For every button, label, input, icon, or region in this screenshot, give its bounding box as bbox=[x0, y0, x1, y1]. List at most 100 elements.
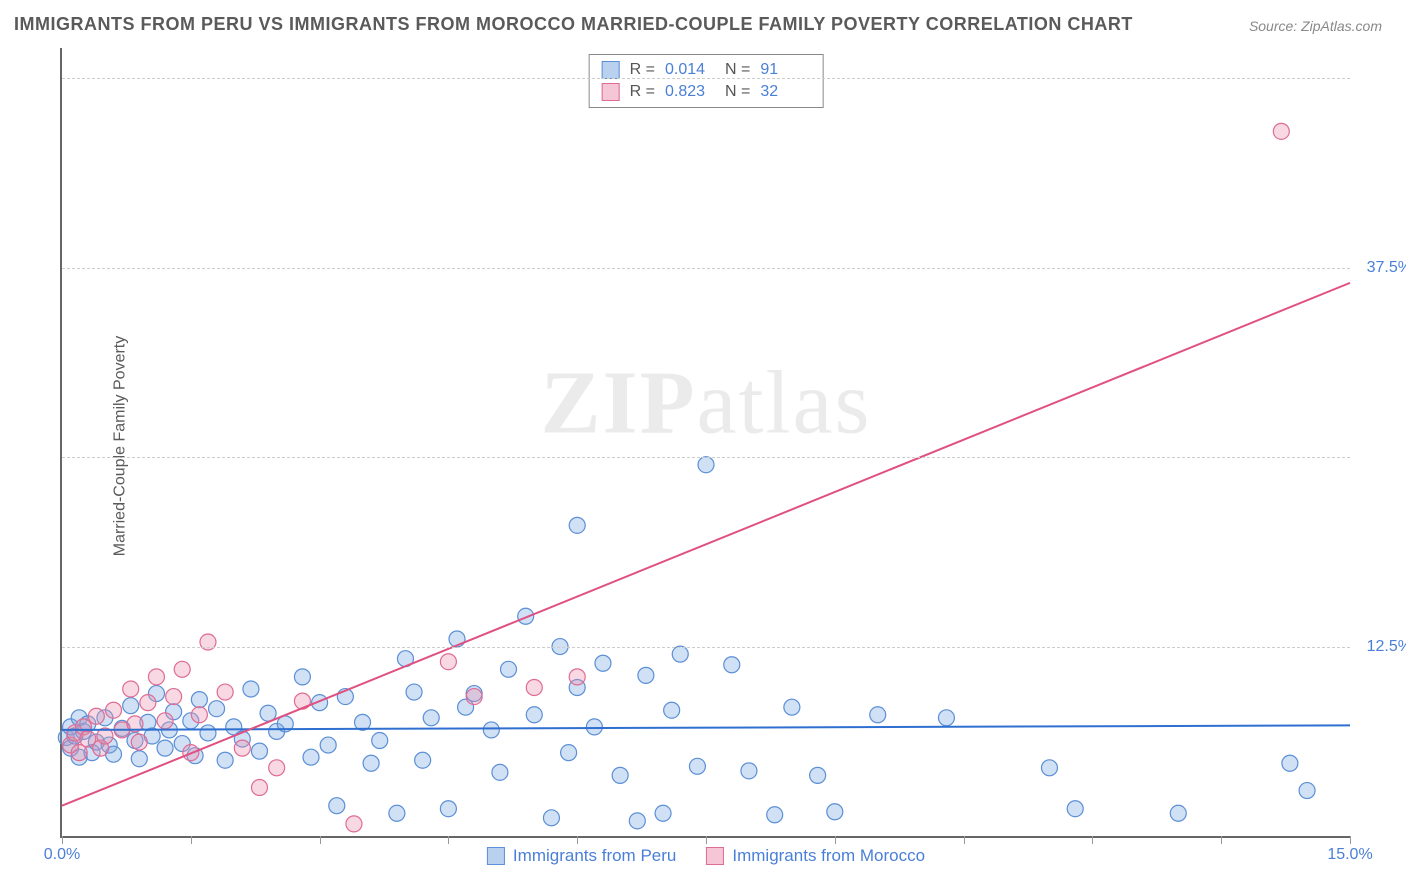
data-point bbox=[569, 669, 585, 685]
x-tick bbox=[706, 836, 707, 844]
data-point bbox=[1282, 755, 1298, 771]
data-point bbox=[724, 657, 740, 673]
data-point bbox=[1041, 760, 1057, 776]
data-point bbox=[492, 764, 508, 780]
y-tick-label: 12.5% bbox=[1367, 638, 1406, 656]
n-label: N = bbox=[725, 83, 750, 101]
data-point bbox=[526, 707, 542, 723]
data-point bbox=[1299, 783, 1315, 799]
gridline-h bbox=[62, 647, 1350, 648]
data-point bbox=[784, 699, 800, 715]
data-point bbox=[209, 701, 225, 717]
data-point bbox=[810, 767, 826, 783]
data-point bbox=[191, 707, 207, 723]
data-point bbox=[191, 692, 207, 708]
data-point bbox=[389, 805, 405, 821]
data-point bbox=[140, 695, 156, 711]
data-point bbox=[466, 689, 482, 705]
data-point bbox=[363, 755, 379, 771]
data-point bbox=[106, 702, 122, 718]
data-point bbox=[131, 751, 147, 767]
r-label: R = bbox=[630, 83, 655, 101]
data-point bbox=[629, 813, 645, 829]
gridline-h bbox=[62, 268, 1350, 269]
data-point bbox=[423, 710, 439, 726]
data-point bbox=[320, 737, 336, 753]
x-tick bbox=[62, 836, 63, 844]
data-point bbox=[543, 810, 559, 826]
legend-label-morocco: Immigrants from Morocco bbox=[732, 846, 925, 866]
swatch-morocco bbox=[602, 83, 620, 101]
data-point bbox=[174, 661, 190, 677]
data-point bbox=[294, 669, 310, 685]
data-point bbox=[243, 681, 259, 697]
data-point bbox=[698, 457, 714, 473]
data-point bbox=[157, 740, 173, 756]
stats-legend: R = 0.014 N = 91 R = 0.823 N = 32 bbox=[589, 54, 824, 108]
data-point bbox=[638, 667, 654, 683]
data-point bbox=[938, 710, 954, 726]
x-tick bbox=[577, 836, 578, 844]
data-point bbox=[569, 517, 585, 533]
swatch-peru bbox=[602, 61, 620, 79]
data-point bbox=[526, 679, 542, 695]
n-value-morocco: 32 bbox=[760, 83, 810, 101]
data-point bbox=[586, 719, 602, 735]
gridline-h bbox=[62, 457, 1350, 458]
x-tick bbox=[320, 836, 321, 844]
data-point bbox=[415, 752, 431, 768]
data-point bbox=[1273, 123, 1289, 139]
data-point bbox=[148, 669, 164, 685]
scatter-plot-svg bbox=[62, 48, 1350, 836]
data-point bbox=[501, 661, 517, 677]
data-point bbox=[483, 722, 499, 738]
data-point bbox=[440, 801, 456, 817]
data-point bbox=[217, 684, 233, 700]
x-tick bbox=[1092, 836, 1093, 844]
data-point bbox=[303, 749, 319, 765]
x-tick bbox=[835, 836, 836, 844]
data-point bbox=[612, 767, 628, 783]
data-point bbox=[655, 805, 671, 821]
x-tick bbox=[1350, 836, 1351, 844]
data-point bbox=[166, 689, 182, 705]
data-point bbox=[406, 684, 422, 700]
data-point bbox=[672, 646, 688, 662]
data-point bbox=[329, 798, 345, 814]
stats-row-morocco: R = 0.823 N = 32 bbox=[602, 81, 811, 103]
data-point bbox=[131, 734, 147, 750]
data-point bbox=[440, 654, 456, 670]
data-point bbox=[561, 745, 577, 761]
x-tick-label: 15.0% bbox=[1327, 846, 1372, 864]
data-point bbox=[157, 713, 173, 729]
data-point bbox=[234, 740, 250, 756]
data-point bbox=[217, 752, 233, 768]
n-label: N = bbox=[725, 61, 750, 79]
data-point bbox=[664, 702, 680, 718]
data-point bbox=[88, 708, 104, 724]
legend-item-morocco: Immigrants from Morocco bbox=[706, 846, 925, 866]
data-point bbox=[741, 763, 757, 779]
source-attribution: Source: ZipAtlas.com bbox=[1249, 18, 1382, 34]
plot-area: ZIPatlas R = 0.014 N = 91 R = 0.823 N = … bbox=[60, 48, 1350, 838]
data-point bbox=[251, 743, 267, 759]
data-point bbox=[595, 655, 611, 671]
data-point bbox=[269, 760, 285, 776]
x-tick bbox=[191, 836, 192, 844]
data-point bbox=[251, 780, 267, 796]
data-point bbox=[870, 707, 886, 723]
data-point bbox=[200, 725, 216, 741]
r-label: R = bbox=[630, 61, 655, 79]
gridline-h bbox=[62, 78, 1350, 79]
data-point bbox=[123, 681, 139, 697]
chart-title: IMMIGRANTS FROM PERU VS IMMIGRANTS FROM … bbox=[14, 14, 1133, 35]
legend-item-peru: Immigrants from Peru bbox=[487, 846, 676, 866]
y-tick-label: 37.5% bbox=[1367, 259, 1406, 277]
x-tick bbox=[1221, 836, 1222, 844]
x-tick bbox=[448, 836, 449, 844]
legend-swatch-peru bbox=[487, 847, 505, 865]
data-point bbox=[689, 758, 705, 774]
data-point bbox=[767, 807, 783, 823]
data-point bbox=[372, 733, 388, 749]
data-point bbox=[1170, 805, 1186, 821]
